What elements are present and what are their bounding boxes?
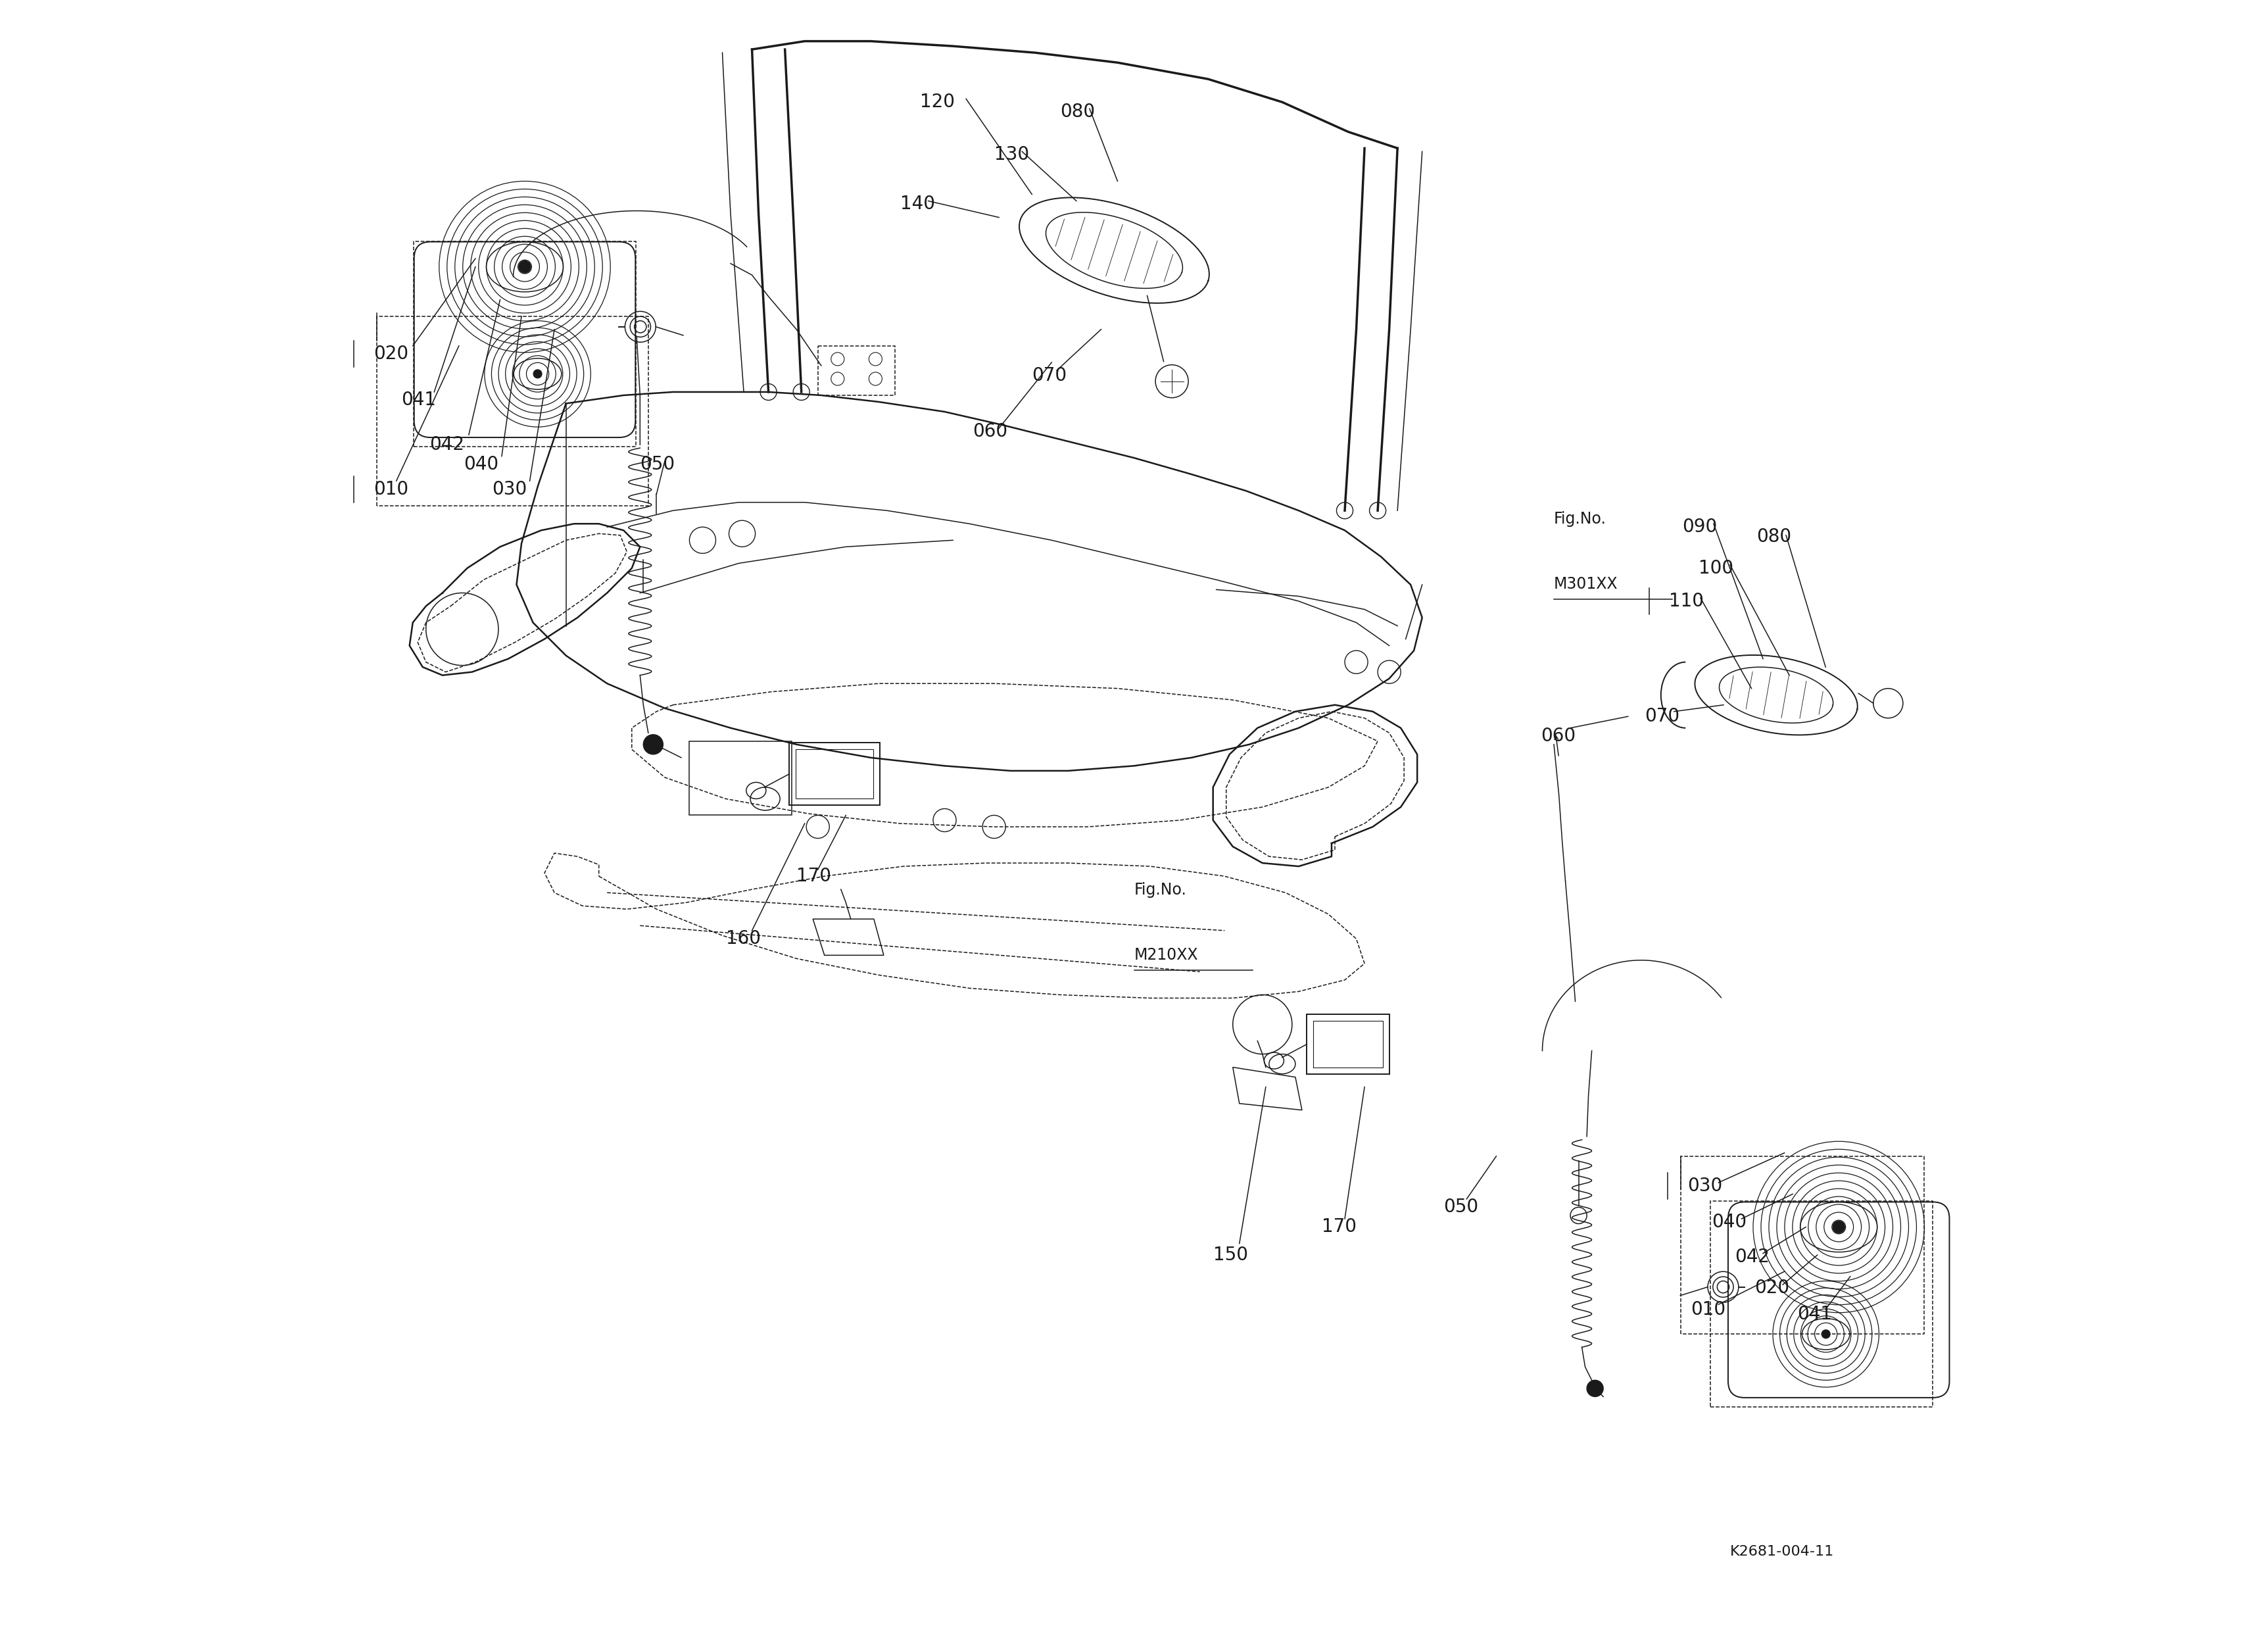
Text: 070: 070 bbox=[1644, 707, 1678, 726]
Text: 050: 050 bbox=[1442, 1197, 1479, 1217]
Bar bbox=[789, 743, 880, 805]
Text: 160: 160 bbox=[726, 929, 760, 949]
Text: 080: 080 bbox=[1755, 527, 1792, 547]
Text: Fig.No.: Fig.No. bbox=[1134, 881, 1186, 898]
Text: M210XX: M210XX bbox=[1134, 947, 1198, 963]
Bar bbox=[1306, 1015, 1390, 1074]
Text: 010: 010 bbox=[1690, 1299, 1726, 1319]
Text: 040: 040 bbox=[1712, 1212, 1746, 1232]
Text: 030: 030 bbox=[1687, 1176, 1721, 1196]
Circle shape bbox=[519, 260, 531, 273]
Bar bbox=[796, 749, 873, 799]
Text: 020: 020 bbox=[374, 344, 408, 364]
Text: 030: 030 bbox=[492, 479, 526, 499]
Text: 060: 060 bbox=[973, 422, 1007, 441]
Text: 130: 130 bbox=[993, 145, 1030, 165]
Text: 170: 170 bbox=[1322, 1217, 1356, 1237]
Text: 041: 041 bbox=[401, 390, 435, 410]
Text: M301XX: M301XX bbox=[1554, 576, 1617, 593]
Text: 060: 060 bbox=[1540, 726, 1576, 746]
Text: 042: 042 bbox=[1735, 1247, 1769, 1267]
Bar bbox=[1313, 1021, 1383, 1067]
Text: 080: 080 bbox=[1059, 102, 1095, 122]
Text: 050: 050 bbox=[640, 455, 676, 474]
Text: 020: 020 bbox=[1755, 1278, 1789, 1298]
Text: 150: 150 bbox=[1213, 1245, 1247, 1265]
Text: 140: 140 bbox=[900, 194, 934, 214]
Circle shape bbox=[533, 371, 542, 377]
Text: 110: 110 bbox=[1669, 591, 1703, 611]
Text: 010: 010 bbox=[374, 479, 408, 499]
Text: 090: 090 bbox=[1683, 517, 1717, 537]
Bar bbox=[689, 741, 792, 815]
Text: Fig.No.: Fig.No. bbox=[1554, 511, 1606, 527]
Circle shape bbox=[1833, 1220, 1844, 1234]
Circle shape bbox=[1821, 1331, 1830, 1337]
Circle shape bbox=[644, 735, 662, 754]
Text: K2681-004-11: K2681-004-11 bbox=[1730, 1545, 1835, 1558]
Circle shape bbox=[1588, 1380, 1603, 1397]
Text: 120: 120 bbox=[921, 92, 955, 112]
Text: 170: 170 bbox=[796, 866, 832, 886]
Text: 042: 042 bbox=[429, 435, 465, 455]
Text: 041: 041 bbox=[1799, 1304, 1833, 1324]
Text: 100: 100 bbox=[1699, 558, 1733, 578]
Text: 040: 040 bbox=[465, 455, 499, 474]
Text: 070: 070 bbox=[1032, 366, 1066, 385]
